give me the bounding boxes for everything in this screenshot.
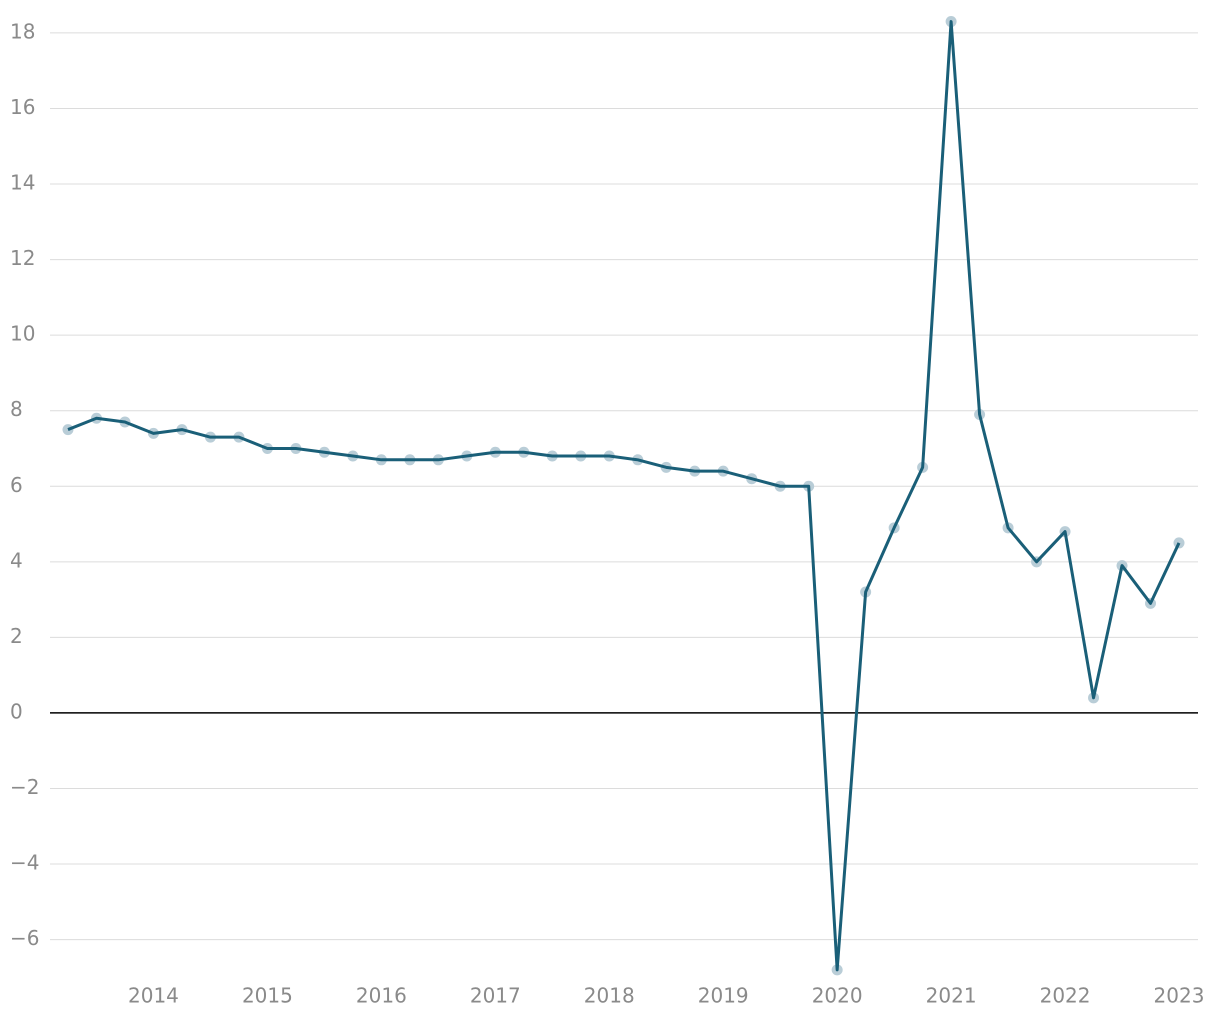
x-tick-label: 2019 <box>698 984 749 1008</box>
y-tick-label: 2 <box>10 624 23 648</box>
y-tick-label: −4 <box>10 851 39 875</box>
x-tick-label: 2014 <box>128 984 179 1008</box>
x-tick-label: 2015 <box>242 984 293 1008</box>
x-tick-label: 2023 <box>1154 984 1205 1008</box>
y-tick-label: 4 <box>10 548 23 572</box>
y-tick-label: 6 <box>10 473 23 497</box>
y-tick-label: −2 <box>10 775 39 799</box>
x-tick-label: 2020 <box>812 984 863 1008</box>
y-tick-label: 12 <box>10 246 35 270</box>
y-tick-label: −6 <box>10 926 39 950</box>
y-tick-label: 0 <box>10 699 23 723</box>
x-tick-label: 2016 <box>356 984 407 1008</box>
x-tick-label: 2017 <box>470 984 521 1008</box>
x-tick-label: 2022 <box>1040 984 1091 1008</box>
y-tick-label: 14 <box>10 171 35 195</box>
x-tick-label: 2021 <box>926 984 977 1008</box>
y-tick-label: 10 <box>10 322 35 346</box>
marker <box>1173 537 1185 549</box>
y-tick-label: 18 <box>10 19 35 43</box>
y-tick-label: 16 <box>10 95 35 119</box>
line <box>67 20 1181 972</box>
x-tick-label: 2018 <box>584 984 635 1008</box>
marker <box>62 424 74 436</box>
y-tick-label: 8 <box>10 397 23 421</box>
